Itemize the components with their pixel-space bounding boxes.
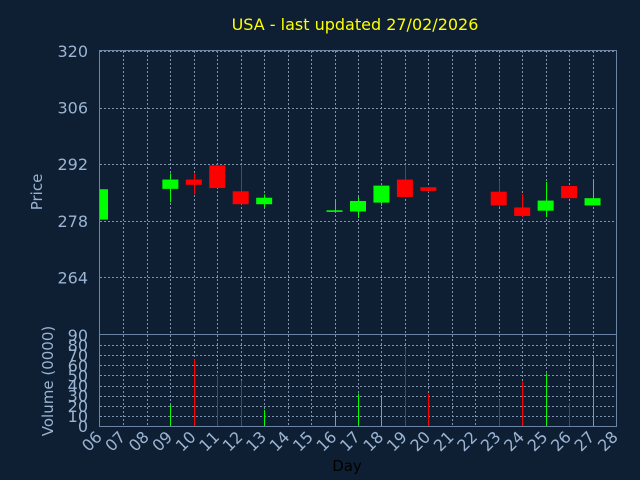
volume-y-tick-label: 80 bbox=[68, 336, 88, 355]
candlestick bbox=[326, 198, 343, 213]
volume-y-tick-label: 10 bbox=[68, 407, 88, 426]
price-y-tick-label: 278 bbox=[57, 212, 88, 231]
x-axis-label: Day bbox=[332, 457, 362, 475]
candle-body bbox=[185, 179, 202, 185]
volume-y-tick-label: 30 bbox=[68, 387, 88, 406]
candlestick bbox=[373, 185, 390, 206]
day-tick-labels: 0607080910111213141516171819202122232425… bbox=[78, 427, 622, 455]
candle-body bbox=[420, 187, 437, 191]
candlestick bbox=[561, 186, 578, 199]
candle-body bbox=[584, 198, 601, 206]
price-y-tick-labels: 264 278 292 306 320 bbox=[57, 42, 88, 287]
price-y-tick-label: 306 bbox=[57, 99, 88, 118]
candle-body bbox=[100, 189, 108, 220]
candlestick bbox=[232, 165, 249, 205]
volume-plot-frame bbox=[99, 334, 617, 427]
volume-y-tick-label: 90 bbox=[68, 326, 88, 345]
candlestick bbox=[162, 173, 179, 203]
price-y-tick-label: 292 bbox=[57, 155, 88, 174]
candlestick bbox=[537, 181, 554, 218]
price-y-tick-label: 320 bbox=[57, 42, 88, 61]
candlestick bbox=[100, 189, 108, 220]
volume-y-tick-label: 40 bbox=[68, 377, 88, 396]
price-gridlines bbox=[100, 51, 616, 334]
candle-body bbox=[490, 191, 507, 206]
candle-body bbox=[162, 179, 179, 189]
volume-y-tick-label: 70 bbox=[68, 346, 88, 365]
candlesticks bbox=[100, 165, 601, 220]
volume-y-tick-label: 60 bbox=[68, 356, 88, 375]
volume-y-tick-label: 20 bbox=[68, 397, 88, 416]
candle-body bbox=[373, 185, 390, 203]
price-axis-label: Price bbox=[28, 174, 46, 211]
candlestick bbox=[514, 194, 531, 217]
candlestick bbox=[350, 196, 366, 218]
candlestick bbox=[396, 165, 413, 197]
price-y-tick-label: 264 bbox=[57, 268, 88, 287]
candle-body bbox=[561, 186, 578, 199]
chart-title: USA - last updated 27/02/2026 bbox=[232, 15, 479, 34]
candle-body bbox=[209, 165, 226, 189]
candlestick bbox=[420, 187, 437, 193]
volume-y-tick-label: 0 bbox=[78, 417, 88, 436]
candlestick bbox=[490, 179, 507, 208]
candle-body bbox=[256, 197, 273, 205]
candle-body bbox=[326, 210, 343, 212]
candle-body bbox=[232, 191, 249, 205]
candlestick bbox=[185, 173, 202, 195]
candlestick bbox=[584, 179, 601, 206]
candlestick bbox=[256, 194, 273, 208]
volume-bars bbox=[170, 348, 594, 426]
candlestick bbox=[209, 165, 226, 189]
candle-body bbox=[514, 207, 531, 216]
candle-body bbox=[537, 200, 554, 211]
volume-axis-label: Volume (0000) bbox=[39, 326, 57, 436]
candle-body bbox=[350, 200, 366, 212]
candle-body bbox=[396, 179, 413, 197]
volume-y-tick-label: 50 bbox=[68, 366, 88, 385]
day-tick-label: 28 bbox=[594, 427, 622, 455]
